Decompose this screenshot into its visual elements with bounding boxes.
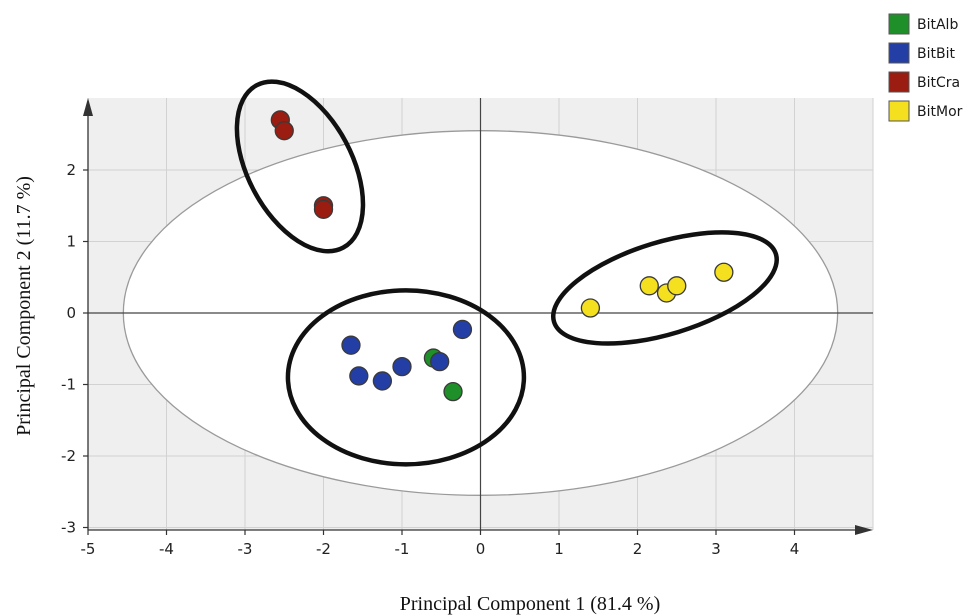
legend-swatch-bitmor bbox=[888, 100, 910, 122]
x-tick-label: -2 bbox=[316, 540, 331, 558]
axes bbox=[83, 98, 873, 535]
x-axis-arrow bbox=[855, 525, 873, 535]
point-bitbit bbox=[430, 351, 450, 372]
legend-label-bitmor: BitMor bbox=[917, 104, 963, 120]
tick-labels: -5 -4 -3 -2 -1 0 1 2 3 4 -3 -2 -1 0 1 2 bbox=[61, 161, 799, 558]
y-tick-label: 0 bbox=[66, 304, 76, 322]
x-tick-label: -5 bbox=[81, 540, 96, 558]
y-tick-label: -2 bbox=[61, 447, 76, 465]
group-ellipse-bitmor bbox=[550, 230, 779, 346]
legend-swatch-bitcra bbox=[888, 71, 910, 93]
y-tick-label: 1 bbox=[66, 233, 76, 251]
legend: BitAlb BitBit BitCra BitMor bbox=[888, 13, 963, 122]
x-tick-label: -1 bbox=[395, 540, 410, 558]
point-bitbit bbox=[349, 366, 369, 386]
y-tick-label: -1 bbox=[61, 376, 76, 394]
x-tick-label: 0 bbox=[476, 540, 486, 558]
x-tick-label: 1 bbox=[554, 540, 564, 558]
group-ellipse-bitalb-bitbit bbox=[285, 288, 527, 467]
point-bitmor bbox=[639, 276, 659, 296]
data-points bbox=[270, 110, 734, 402]
x-axis-title: Principal Component 1 (81.4 %) bbox=[400, 593, 661, 615]
group-ellipses bbox=[234, 79, 779, 467]
y-axis-arrow bbox=[83, 98, 93, 116]
point-bitcra bbox=[313, 199, 334, 219]
y-tick-label: -3 bbox=[61, 519, 76, 537]
point-bitbit bbox=[392, 356, 412, 377]
legend-swatch-bitalb bbox=[888, 13, 910, 35]
point-bitcra bbox=[274, 121, 294, 141]
point-bitbit bbox=[452, 319, 473, 340]
y-tick-label: 2 bbox=[66, 161, 76, 179]
legend-label-bitcra: BitCra bbox=[917, 75, 960, 91]
point-bitmor bbox=[714, 262, 734, 282]
y-axis-title: Principal Component 2 (11.7 %) bbox=[13, 176, 35, 436]
point-bitbit bbox=[341, 335, 361, 355]
legend-label-bitalb: BitAlb bbox=[917, 17, 958, 33]
x-tick-label: -3 bbox=[238, 540, 253, 558]
x-tick-label: 4 bbox=[790, 540, 800, 558]
legend-swatch-bitbit bbox=[888, 42, 910, 64]
group-ellipse-bitcra bbox=[234, 79, 366, 254]
x-tick-label: 2 bbox=[633, 540, 643, 558]
point-bitmor bbox=[667, 276, 687, 296]
legend-label-bitbit: BitBit bbox=[917, 46, 955, 62]
point-bitmor bbox=[580, 298, 601, 318]
point-bitalb bbox=[443, 381, 463, 402]
x-tick-label: 3 bbox=[711, 540, 721, 558]
point-bitbit bbox=[372, 371, 393, 391]
zero-lines bbox=[88, 98, 873, 530]
x-tick-label: -4 bbox=[159, 540, 174, 558]
